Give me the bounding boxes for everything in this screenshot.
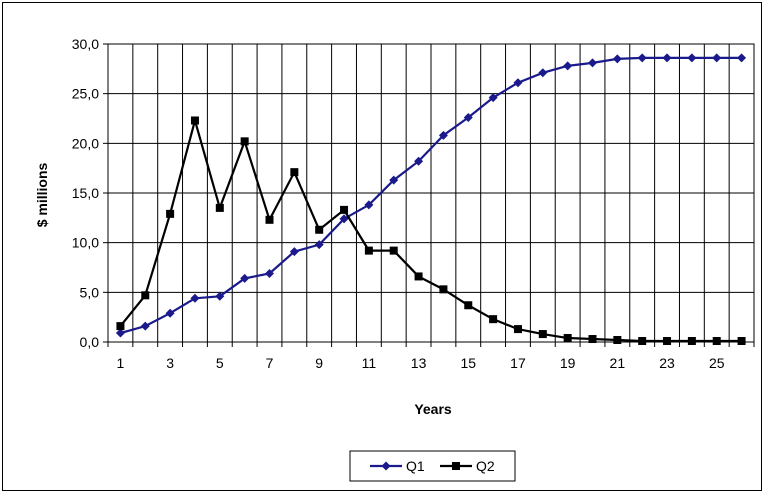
data-point-q2 xyxy=(737,337,746,346)
data-point-q1 xyxy=(314,240,324,250)
data-point-q1 xyxy=(165,308,175,318)
x-tick-label: 21 xyxy=(610,355,626,371)
data-point-q2 xyxy=(464,301,473,310)
series-q2 xyxy=(116,116,746,346)
data-point-q1 xyxy=(265,268,274,278)
x-tick-label: 1 xyxy=(117,355,125,371)
legend: Q1 Q2 xyxy=(349,450,516,482)
data-point-q2 xyxy=(240,137,249,146)
data-point-q2 xyxy=(687,337,696,346)
data-point-q1 xyxy=(612,54,622,64)
data-point-q2 xyxy=(638,337,647,346)
data-point-q2 xyxy=(190,116,199,125)
data-point-q1 xyxy=(414,156,424,166)
data-point-q1 xyxy=(339,214,349,224)
legend-label-q2: Q2 xyxy=(476,458,495,474)
y-tick-label: 15,0 xyxy=(72,185,99,201)
data-point-q1 xyxy=(215,291,225,301)
x-tick-label: 19 xyxy=(560,355,576,371)
x-tick-label: 25 xyxy=(709,355,725,371)
legend-swatch-marker-q1 xyxy=(381,461,391,471)
data-point-q2 xyxy=(663,337,672,346)
x-tick-label: 17 xyxy=(510,355,526,371)
axes xyxy=(103,43,755,347)
series-q1 xyxy=(115,53,747,338)
data-point-q1 xyxy=(240,273,250,283)
x-tick-label: 23 xyxy=(659,355,675,371)
x-tick-label: 15 xyxy=(460,355,476,371)
legend-swatch-marker-q2 xyxy=(452,462,460,470)
data-point-q2 xyxy=(215,203,224,212)
data-point-q2 xyxy=(439,285,448,294)
x-tick-label: 3 xyxy=(166,355,174,371)
y-tick-label: 25,0 xyxy=(72,86,99,102)
data-point-q1 xyxy=(463,113,473,123)
data-point-q1 xyxy=(438,130,448,140)
data-point-q2 xyxy=(538,330,547,339)
data-point-q1 xyxy=(538,68,548,78)
data-point-q1 xyxy=(563,61,573,71)
data-point-q1 xyxy=(662,53,672,63)
data-point-q2 xyxy=(364,246,373,255)
data-point-q1 xyxy=(289,247,299,257)
x-axis-tick-labels: 1 3 5 7 9 11 13 15 17 19 21 23 25 xyxy=(117,355,725,371)
legend-label-q1: Q1 xyxy=(406,458,425,474)
data-point-q1 xyxy=(513,78,523,88)
data-point-q1 xyxy=(364,200,374,210)
data-point-q1 xyxy=(737,53,747,63)
data-point-q1 xyxy=(712,53,722,63)
data-point-q1 xyxy=(140,321,150,331)
data-point-q1 xyxy=(190,293,200,303)
data-point-q1 xyxy=(115,328,125,338)
data-point-q1 xyxy=(588,58,597,68)
y-tick-label: 30,0 xyxy=(72,36,99,52)
series-line-q2 xyxy=(119,116,742,343)
x-tick-label: 13 xyxy=(411,355,427,371)
data-point-q2 xyxy=(389,246,398,255)
y-tick-label: 5,0 xyxy=(80,284,100,300)
data-point-q2 xyxy=(265,215,274,224)
y-axis-tick-labels: 0,0 5,0 10,0 15,0 20,0 25,0 30,0 xyxy=(72,36,99,350)
data-point-q2 xyxy=(513,325,522,334)
data-point-q2 xyxy=(588,335,597,344)
data-point-q2 xyxy=(315,225,324,234)
y-tick-label: 20,0 xyxy=(72,135,99,151)
data-point-q2 xyxy=(290,168,299,177)
plot-area-border xyxy=(107,43,755,343)
data-point-q2 xyxy=(563,334,572,343)
data-point-q2 xyxy=(712,337,721,346)
y-tick-label: 10,0 xyxy=(72,235,99,251)
data-point-q2 xyxy=(166,209,175,218)
data-point-q1 xyxy=(488,93,498,103)
data-point-q2 xyxy=(340,205,349,214)
series xyxy=(115,53,747,346)
data-point-q2 xyxy=(414,272,423,281)
x-tick-label: 11 xyxy=(362,355,377,371)
x-tick-label: 9 xyxy=(315,355,323,371)
x-tick-label: 7 xyxy=(266,355,274,371)
data-point-q1 xyxy=(687,53,697,63)
data-point-q1 xyxy=(637,53,647,63)
data-point-q2 xyxy=(141,291,150,300)
data-point-q1 xyxy=(389,175,399,185)
x-tick-label: 5 xyxy=(216,355,224,371)
x-axis-title: Years xyxy=(414,401,452,417)
data-point-q2 xyxy=(116,322,125,331)
data-point-q2 xyxy=(489,315,498,324)
y-tick-label: 0,0 xyxy=(80,334,100,350)
data-point-q2 xyxy=(613,336,622,345)
y-axis-title: $ millions xyxy=(34,163,50,228)
